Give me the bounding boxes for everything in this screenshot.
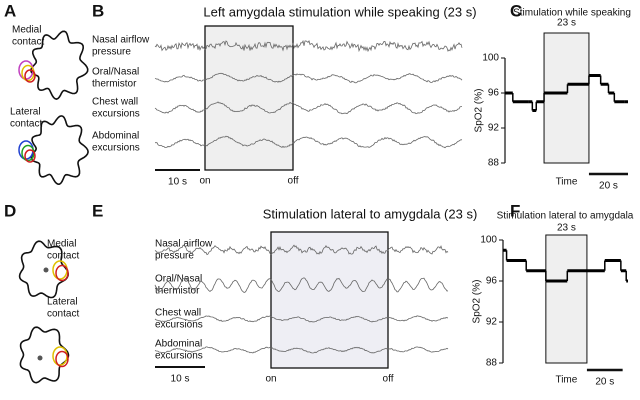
trace: [154, 39, 463, 53]
stimulation-window: [270, 231, 389, 369]
label: excursions: [155, 320, 203, 331]
y-tick-label: 88: [486, 358, 498, 369]
label: Nasal airflow: [155, 239, 213, 250]
trace: [154, 277, 449, 293]
y-tick-label: 92: [488, 123, 500, 134]
trace: [155, 135, 463, 149]
label: excursions: [92, 109, 140, 120]
panel-letter: C: [510, 1, 522, 20]
panel-letter: E: [92, 201, 103, 220]
y-tick-label: 100: [482, 53, 499, 64]
label: contact: [47, 251, 79, 262]
off-label: off: [288, 176, 299, 187]
label: Lateral: [47, 297, 78, 308]
label: contact: [12, 37, 44, 48]
label: Medial: [12, 25, 41, 36]
label: contact: [47, 309, 79, 320]
brain-outline: [18, 240, 69, 299]
scale-bar-label: 10 s: [168, 177, 187, 188]
label: Oral/Nasal: [92, 67, 139, 78]
label: thermistor: [155, 286, 200, 297]
label: excursions: [155, 351, 203, 362]
on-label: on: [199, 176, 210, 187]
panel-letter: B: [92, 1, 104, 20]
panel-title: Left amygdala stimulation while speaking…: [203, 4, 476, 19]
trace: [154, 244, 449, 256]
y-axis-label: SpO2 (%): [472, 280, 483, 324]
brain-outline: [30, 30, 89, 100]
electrode: [37, 355, 43, 361]
brain-outline: [19, 326, 70, 384]
y-tick-label: 92: [486, 317, 498, 328]
label: Oral/Nasal: [155, 274, 202, 285]
label: pressure: [92, 47, 131, 58]
label: contact: [10, 119, 42, 130]
panel-letter: D: [4, 201, 16, 220]
label: Medial: [47, 239, 76, 250]
contact-region: [24, 149, 36, 163]
time-scale-label: 20 s: [599, 181, 618, 192]
contact-region: [55, 264, 69, 282]
label: excursions: [92, 143, 140, 154]
trace: [154, 101, 463, 115]
x-axis-label: Time: [555, 375, 577, 386]
on-label: on: [265, 374, 276, 385]
panel-letter: F: [510, 201, 520, 220]
stimulation-window: [543, 32, 590, 164]
panel-title: Stimulation lateral to amygdala (23 s): [263, 206, 478, 221]
y-tick-label: 96: [486, 276, 498, 287]
x-axis-label: Time: [556, 177, 578, 188]
chart-title: Stimulation lateral to amygdala: [497, 211, 634, 222]
electrode: [43, 267, 49, 273]
label: Abdominal: [92, 131, 139, 142]
y-tick-label: 88: [488, 158, 500, 169]
y-axis-label: SpO2 (%): [474, 89, 485, 133]
contact-region: [24, 69, 36, 83]
trace: [154, 72, 463, 84]
time-scale-label: 20 s: [595, 377, 614, 388]
panel-letter: A: [4, 1, 16, 20]
chart-title: Stimulation while speaking: [513, 8, 631, 19]
stim-label: 23 s: [557, 18, 576, 29]
stimulation-window: [204, 25, 294, 171]
trace: [154, 346, 449, 354]
y-tick-label: 100: [480, 235, 497, 246]
brain-outline: [30, 115, 89, 186]
contact-region: [55, 350, 69, 368]
scale-bar-label: 10 s: [171, 374, 190, 385]
label: Chest wall: [92, 97, 138, 108]
label: pressure: [155, 251, 194, 262]
y-tick-label: 96: [488, 88, 500, 99]
label: Abdominal: [155, 339, 202, 350]
trace: [154, 315, 448, 323]
label: thermistor: [92, 79, 137, 90]
label: Nasal airflow: [92, 35, 150, 46]
label: Chest wall: [155, 308, 201, 319]
off-label: off: [383, 374, 394, 385]
stim-label: 23 s: [557, 223, 576, 234]
stimulation-window: [545, 234, 588, 364]
label: Lateral: [10, 107, 41, 118]
